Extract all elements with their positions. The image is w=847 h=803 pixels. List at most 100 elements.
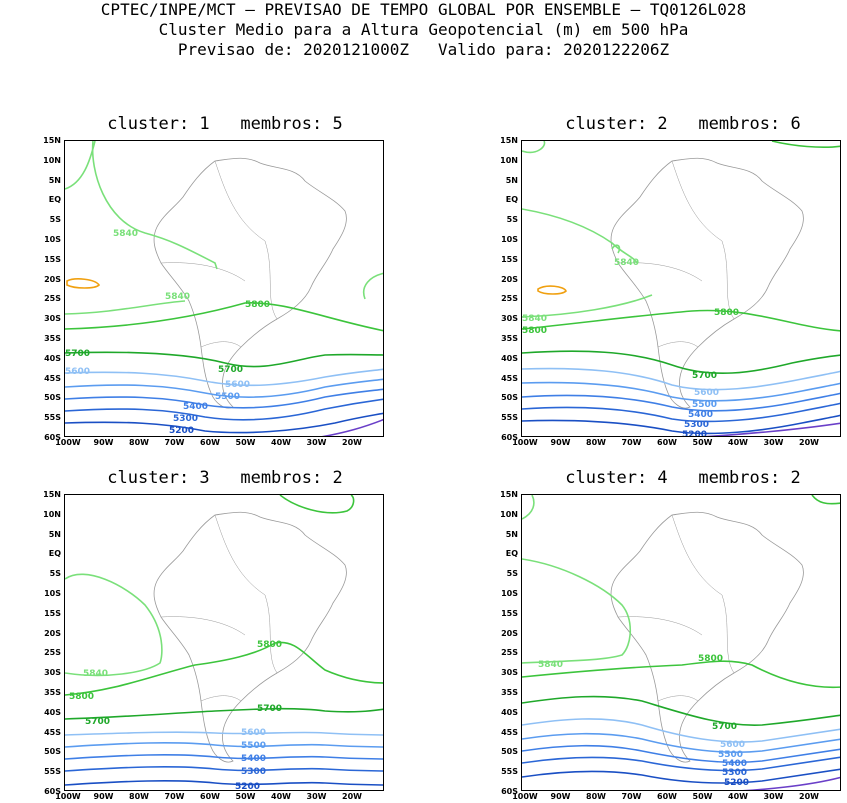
lon-tick-label: 20W [342,438,362,447]
contour-5840 [522,141,546,154]
lat-tick-label: 10N [43,155,61,165]
contour-label: 5840 [165,292,190,302]
contour-label: 5300 [173,414,198,424]
contour-5400 [522,392,840,412]
country-border [200,695,242,702]
contour-5800 [522,309,840,332]
lat-tick-label: 50S [501,393,518,403]
country-border [657,341,699,348]
contour-5500 [522,381,840,402]
panel-1-map: 5840 5840 5800 5700 5700 5600 5600 5500 … [64,140,384,437]
lat-tick-label: 5N [505,529,518,539]
contour-5840 [65,573,163,677]
lon-tick-label: 80W [586,438,606,447]
panel-2-title: cluster: 2 membros: 6 [565,114,801,134]
contour-5840 [91,141,218,270]
contour-5600 [65,368,383,387]
lat-tick-label: 20S [44,628,61,638]
lat-tick-label: 5N [48,529,61,539]
lat-tick-label: 40S [501,707,518,717]
lon-tick-label: 50W [235,438,256,447]
country-border [671,514,723,596]
lon-tick-label: 90W [93,792,114,801]
lat-tick-label: 40S [44,353,61,363]
country-border [657,695,699,702]
country-border [214,160,266,242]
country-border [160,262,246,282]
country-border [617,262,703,282]
contour-5100 [703,422,840,436]
lat-tick-label: 5S [49,215,61,225]
contour-label: 5500 [718,750,743,760]
lon-tick-label: 50W [692,792,713,801]
lon-tick-label: 40W [271,438,291,447]
coastline [610,157,804,409]
lat-tick-label: 35S [501,334,518,343]
lat-tick-label: 15N [43,136,61,145]
coastline [153,511,347,763]
header-title-line3: Previsao de: 2020121000Z Valido para: 20… [177,40,670,59]
lat-tick-label: EQ [505,549,518,559]
lat-tick-label: 55S [501,413,518,423]
contour-label: 5700 [85,717,110,727]
header-title-line1: CPTEC/INPE/MCT – PREVISAO DE TEMPO GLOBA… [100,0,747,19]
lat-tick-label: 20S [501,274,518,284]
lat-tick-label: 30S [44,314,61,324]
lon-tick-label: 100W [55,438,81,447]
lat-tick-label: 45S [501,727,518,737]
lat-tick-label: EQ [48,549,61,559]
coastline [153,157,347,409]
lon-tick-label: 80W [586,792,606,801]
lat-tick-label: 15N [500,490,518,499]
contour-label: 5800 [698,654,723,664]
contour-label: 5200 [169,426,194,436]
contour-5400 [65,388,383,409]
contour-label: 5200 [724,778,749,788]
lon-tick-label: 100W [512,438,538,447]
lat-tick-label: 35S [44,334,61,343]
lat-tick-label: 60S [501,433,518,442]
lat-tick-label: 5S [506,215,518,225]
contour-5800 [811,495,840,505]
lat-tick-label: 10S [501,589,518,598]
lat-tick-label: 45S [44,727,61,737]
contour-label: 5840 [538,660,563,670]
panel-4-map: 5840 5800 5700 5600 5500 5400 5300 5200 [521,494,841,791]
contour-5800 [65,641,383,696]
contour-5800 [65,302,383,332]
lon-tick-label: 70W [164,792,185,801]
contour-5700 [65,351,383,368]
contour-5500 [65,742,383,748]
lon-tick-label: 60W [657,792,677,801]
contour-5840 [363,272,383,300]
contour-label: 5700 [65,349,90,359]
contour-label: 5800 [714,308,739,318]
contour-5200 [65,780,383,786]
lat-tick-label: 5N [505,175,518,185]
lat-tick-label: 60S [44,433,61,442]
contour-label: 5840 [614,258,639,268]
continent-outline [153,157,347,409]
lon-tick-label: 100W [512,792,538,801]
lat-tick-label: 50S [44,747,61,757]
lat-tick-label: 60S [501,787,518,796]
lon-tick-label: 40W [728,438,748,447]
contour-5400 [65,754,383,760]
lon-tick-label: 70W [621,438,642,447]
lat-tick-label: 10S [501,235,518,244]
lon-tick-label: 60W [657,438,677,447]
contour-5800 [522,660,840,689]
lat-tick-label: 5S [49,569,61,579]
contour-5100 [321,418,383,436]
contour-5840 [522,294,653,318]
contour-label: 5200 [235,782,260,791]
contour-5800 [771,141,840,148]
lat-tick-label: 45S [501,373,518,383]
contour-5840 [522,558,632,664]
contour-label: 5600 [694,388,719,398]
panel-2-map: 5840 5840 5800 5800 5700 5600 5500 5400 … [521,140,841,437]
lat-tick-label: 50S [44,393,61,403]
lon-tick-label: 40W [728,792,748,801]
lon-tick-label: 60W [200,438,220,447]
contour-label: 5500 [215,392,240,402]
